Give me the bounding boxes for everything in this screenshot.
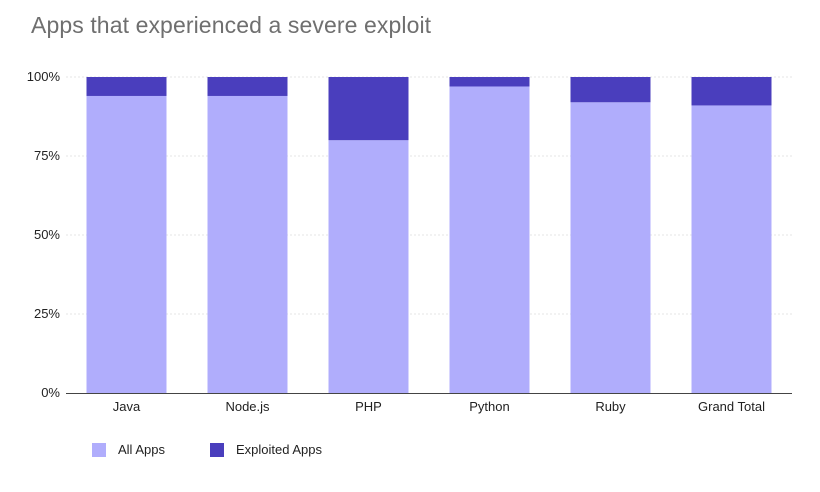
bar-java-all-apps[interactable] — [87, 96, 167, 393]
bar-php-exploited-apps[interactable] — [329, 77, 409, 140]
legend-swatch-exploited-apps — [210, 443, 224, 457]
x-tick-label-java: Java — [113, 399, 141, 414]
legend-label-exploited-apps: Exploited Apps — [236, 442, 322, 457]
y-axis-ticks: 0% 25% 50% 75% 100% — [27, 69, 61, 400]
bar-python-all-apps[interactable] — [450, 86, 530, 393]
y-tick-label-50: 50% — [34, 227, 60, 242]
bar-ruby-exploited-apps[interactable] — [571, 77, 651, 102]
legend: All Apps Exploited Apps — [92, 442, 322, 457]
bar-php-all-apps[interactable] — [329, 140, 409, 393]
x-axis-ticks: Java Node.js PHP Python Ruby Grand Total — [113, 399, 765, 414]
bar-grand-total-all-apps[interactable] — [692, 105, 772, 393]
bars — [87, 77, 772, 393]
x-tick-label-grand-total: Grand Total — [698, 399, 765, 414]
y-tick-label-0: 0% — [41, 385, 60, 400]
x-tick-label-ruby: Ruby — [595, 399, 626, 414]
bar-ruby-all-apps[interactable] — [571, 102, 651, 393]
legend-item-exploited-apps[interactable]: Exploited Apps — [210, 442, 322, 457]
y-tick-label-100: 100% — [27, 69, 61, 84]
x-tick-label-python: Python — [469, 399, 509, 414]
legend-item-all-apps[interactable]: All Apps — [92, 442, 165, 457]
legend-label-all-apps: All Apps — [118, 442, 165, 457]
y-tick-label-75: 75% — [34, 148, 60, 163]
gridlines — [66, 77, 792, 314]
y-tick-label-25: 25% — [34, 306, 60, 321]
bar-java-exploited-apps[interactable] — [87, 77, 167, 96]
x-tick-label-php: PHP — [355, 399, 382, 414]
legend-swatch-all-apps — [92, 443, 106, 457]
bar-python-exploited-apps[interactable] — [450, 77, 530, 86]
x-tick-label-node-js: Node.js — [225, 399, 270, 414]
bar-node-js-exploited-apps[interactable] — [208, 77, 288, 96]
bar-node-js-all-apps[interactable] — [208, 96, 288, 393]
bar-grand-total-exploited-apps[interactable] — [692, 77, 772, 105]
